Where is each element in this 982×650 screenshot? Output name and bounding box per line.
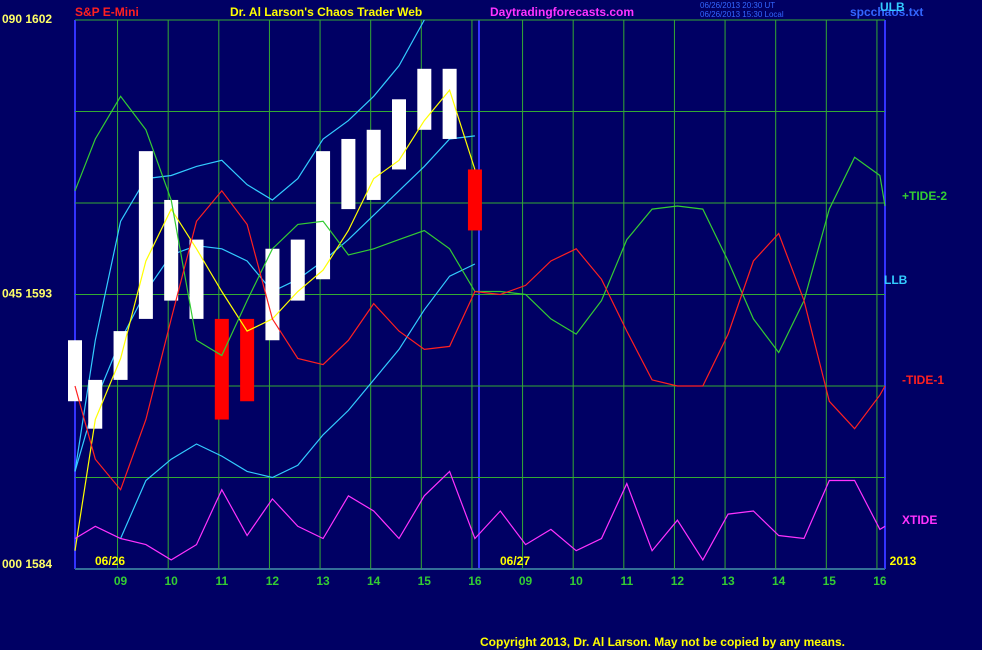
- x-tick-label: 09: [519, 574, 533, 588]
- series-line: [74, 189, 886, 491]
- price-bar: [240, 318, 255, 402]
- date-label: 06/27: [500, 554, 530, 568]
- timestamp: 06/26/2013 20:30 UT: [700, 1, 775, 10]
- series-line: [74, 470, 886, 562]
- price-bar: [392, 99, 406, 170]
- x-tick-label: 16: [468, 574, 482, 588]
- y-tick-label: 045 1593: [2, 287, 52, 301]
- price-bar: [138, 151, 153, 319]
- file-name: spcchaos.txt: [850, 5, 923, 19]
- x-tick-label: 12: [266, 574, 280, 588]
- x-tick-label: 11: [215, 574, 228, 588]
- x-tick-label: 12: [671, 574, 685, 588]
- x-tick-label: 10: [165, 574, 179, 588]
- y-tick-label: 000 1584: [2, 557, 52, 571]
- site: Daytradingforecasts.com: [490, 5, 634, 19]
- price-bar: [316, 151, 331, 280]
- price-bar: [189, 239, 204, 319]
- timestamp: 06/26/2013 15:30 Local: [700, 10, 784, 19]
- x-tick-label: 13: [316, 574, 330, 588]
- price-bar: [417, 68, 432, 130]
- x-tick-label: 15: [823, 574, 837, 588]
- series-label: XTIDE: [902, 513, 937, 527]
- x-tick-label: 13: [721, 574, 735, 588]
- x-tick-label: 09: [114, 574, 128, 588]
- price-bar: [341, 138, 356, 210]
- x-tick-label: 16: [873, 574, 887, 588]
- price-bar: [214, 318, 229, 420]
- series-label: -TIDE-1: [902, 373, 944, 387]
- x-tick-label: 14: [772, 574, 786, 588]
- price-bar: [290, 239, 305, 301]
- series-line: [74, 95, 886, 357]
- chart-title: S&P E-Mini: [75, 5, 139, 19]
- copyright: Copyright 2013, Dr. Al Larson. May not b…: [480, 635, 845, 649]
- price-bar: [442, 68, 457, 139]
- series-label: +TIDE-2: [902, 189, 947, 203]
- series-label: LLB: [884, 273, 908, 287]
- header: Dr. Al Larson's Chaos Trader Web: [230, 5, 422, 19]
- price-bar: [164, 199, 179, 301]
- x-tick-label: 14: [367, 574, 381, 588]
- price-bar: [265, 248, 280, 341]
- date-label: 2013: [890, 554, 917, 568]
- series-label: ULB: [880, 0, 905, 14]
- price-bar: [88, 379, 103, 429]
- series-line: [74, 19, 425, 472]
- x-tick-label: 11: [620, 574, 633, 588]
- price-bar: [366, 129, 381, 200]
- x-tick-label: 15: [418, 574, 432, 588]
- x-tick-label: 10: [570, 574, 584, 588]
- price-bar: [467, 169, 482, 231]
- y-tick-label: 090 1602: [2, 12, 52, 26]
- series-line: [120, 263, 476, 539]
- price-bar: [68, 340, 82, 402]
- date-label: 06/26: [95, 554, 125, 568]
